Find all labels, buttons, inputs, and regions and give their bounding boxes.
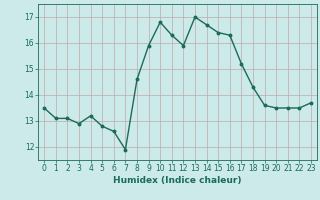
X-axis label: Humidex (Indice chaleur): Humidex (Indice chaleur): [113, 176, 242, 185]
